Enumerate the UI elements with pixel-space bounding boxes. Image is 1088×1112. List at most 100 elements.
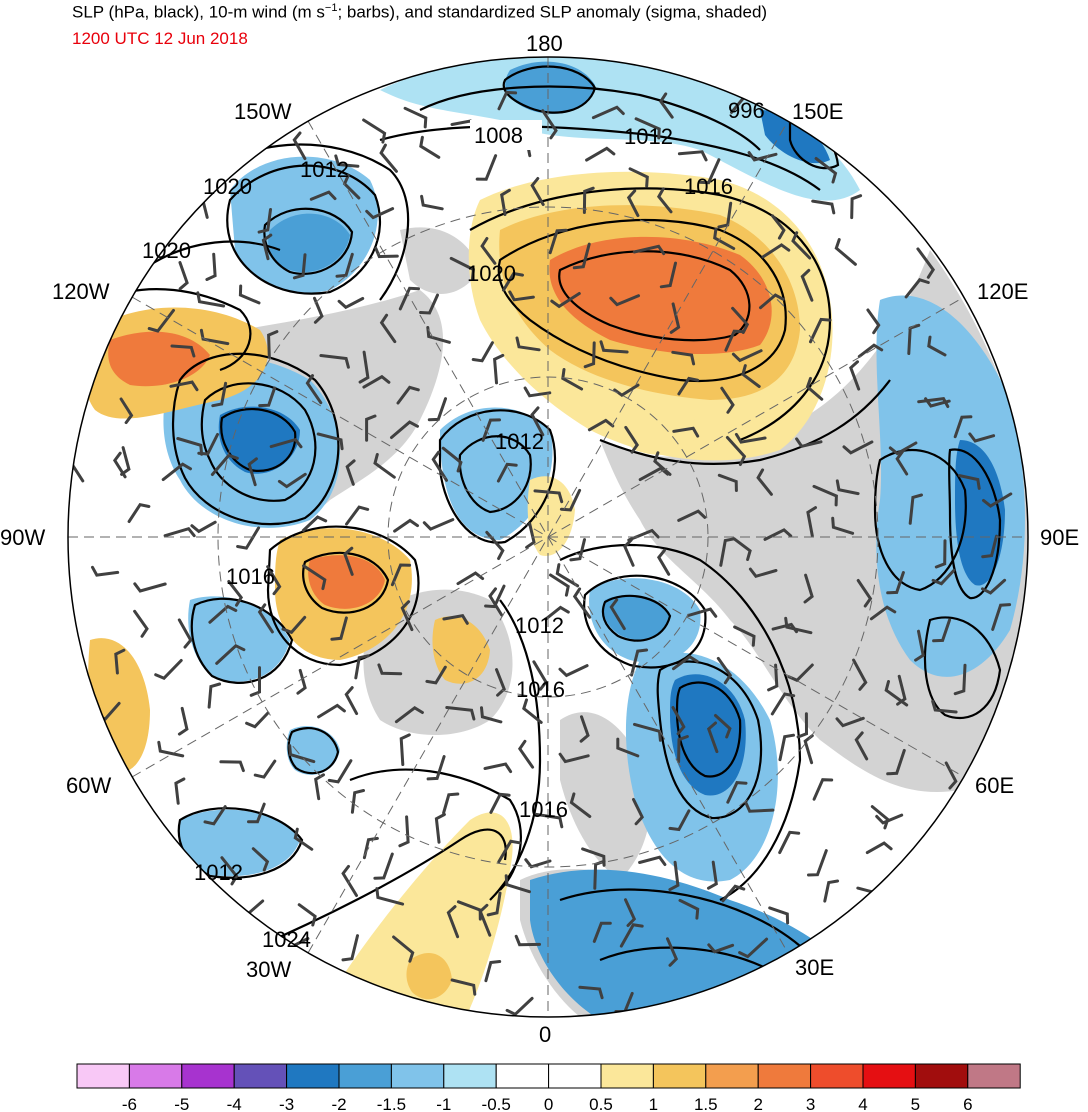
wind-barb (497, 90, 518, 111)
wind-barb (803, 573, 814, 604)
wind-barb (238, 284, 261, 305)
wind-barb (834, 238, 857, 266)
wind-barb (163, 526, 196, 538)
wind-barb (488, 587, 504, 617)
isobar-1024-atlantic (249, 828, 507, 952)
wind-barb (345, 459, 356, 486)
shade-pos-atlantic (340, 812, 513, 1017)
wind-barb (916, 247, 936, 279)
figure-title: SLP (hPa, black), 10-m wind (m s−1; barb… (72, 2, 768, 22)
wind-barb (426, 755, 446, 781)
wind-barb (953, 663, 967, 696)
wind-barb (761, 243, 791, 259)
wind-barb (768, 906, 790, 925)
wind-barb (517, 739, 535, 769)
wind-barb (478, 903, 492, 937)
wind-barb (609, 294, 640, 307)
wind-barb (814, 157, 838, 184)
wind-barb (756, 468, 773, 496)
wind-barb (809, 317, 832, 344)
colorbar-box (76, 1063, 130, 1089)
wind-barb (558, 664, 589, 678)
wind-barb (190, 520, 217, 534)
wind-barb (199, 328, 230, 346)
colorbar-tick-label: 6 (963, 1095, 972, 1112)
wind-barb (747, 151, 778, 162)
wind-barb (374, 246, 399, 259)
wind-barb (419, 135, 441, 159)
wind-barb (771, 214, 786, 240)
wind-barb (344, 686, 359, 716)
wind-barb (313, 296, 324, 324)
colorbar-tick-label: 5 (911, 1095, 920, 1112)
wind-barb (805, 376, 824, 401)
isobar-label: 1012 (515, 613, 564, 638)
wind-barb (784, 616, 813, 635)
wind-barb (281, 615, 307, 635)
wind-barb (624, 898, 637, 927)
wind-barb (578, 985, 604, 1000)
wind-barb (591, 105, 625, 120)
colorbar-box (181, 1063, 235, 1089)
wind-barb (486, 891, 502, 917)
isobar-east-siberia-3 (923, 616, 1002, 720)
colorbar-tick-label: 4 (858, 1095, 867, 1112)
wind-barb (450, 978, 477, 996)
wind-barb (257, 603, 274, 634)
shade-pos-west-canada-core (108, 331, 210, 387)
wind-barb (379, 313, 397, 344)
isobar-east-siberia-1 (873, 448, 967, 592)
wind-barb (731, 349, 763, 363)
wind-barb (932, 618, 952, 643)
wind-barb (795, 437, 823, 448)
wind-barb (481, 418, 501, 442)
wind-barb (842, 440, 874, 455)
wind-barb (748, 567, 778, 579)
wind-barb (738, 937, 769, 959)
shade-pos-siberian-high-core (549, 236, 772, 355)
lon-label-90w: 90W (0, 525, 45, 550)
wind-barb (561, 368, 584, 391)
wind-barb (335, 252, 354, 278)
wind-barb (484, 960, 502, 983)
wind-barb (733, 537, 752, 561)
colorbar-box (652, 1063, 707, 1089)
isobar-1008-north-pacific (419, 85, 761, 151)
meridian-150-330 (307, 120, 789, 954)
wind-barb (269, 437, 303, 449)
wind-barb (354, 654, 370, 680)
wind-barb (205, 252, 217, 281)
wind-barb (493, 353, 505, 385)
wind-barb (419, 293, 439, 315)
wind-barb (633, 722, 662, 742)
wind-barb (475, 154, 498, 181)
wind-barb (677, 509, 707, 522)
wind-barb (496, 462, 518, 483)
shade-neg-kara-low-core (603, 595, 670, 640)
wind-barb (721, 884, 746, 903)
wind-barb (434, 813, 446, 844)
isobar-1016-east (599, 379, 891, 465)
wind-barb (157, 740, 185, 758)
wind-barb (249, 666, 261, 697)
wind-barb (422, 518, 455, 531)
wind-barb (484, 584, 506, 609)
wind-barb (337, 297, 365, 310)
wind-barb (373, 453, 396, 479)
shade-pos-baffin-core (308, 555, 385, 609)
wind-barb (161, 462, 192, 482)
wind-barb (483, 762, 513, 774)
wind-barb (931, 699, 958, 714)
wind-barb (112, 451, 127, 479)
wind-barb (672, 426, 700, 438)
colorbar-box (128, 1063, 183, 1089)
isobar-label: 1012 (300, 157, 349, 182)
wind-barb (502, 271, 524, 292)
lon-label-120w: 120W (52, 279, 110, 304)
wind-barb (895, 450, 909, 476)
wind-barb (426, 326, 451, 344)
wind-barb (555, 563, 580, 588)
wind-barb (800, 268, 814, 302)
wind-barb (671, 350, 696, 366)
wind-barb (811, 199, 836, 215)
